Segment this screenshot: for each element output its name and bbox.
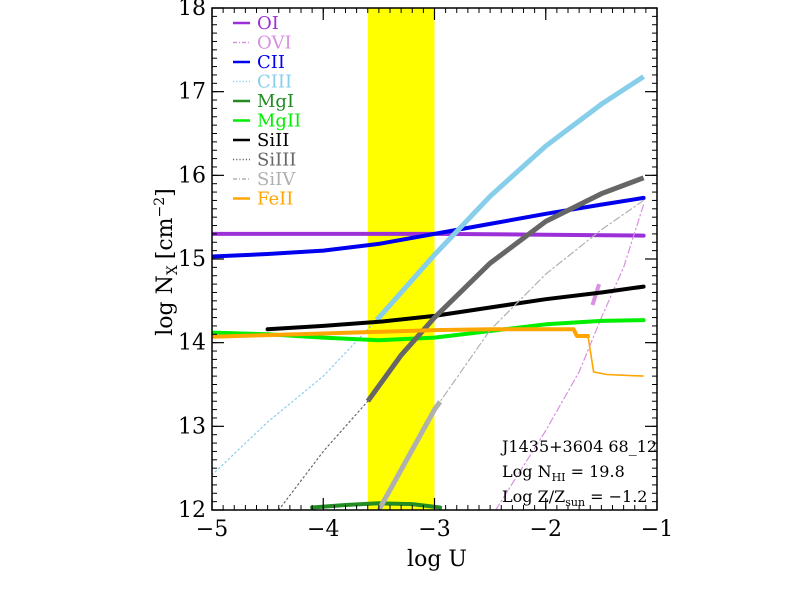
series-siii [265,284,646,332]
legend-label-siiii: SiIII [257,150,296,171]
legend-item-siiv: SiIV [233,169,296,190]
series-tail-feii [587,335,644,377]
series-thick-siiv [376,400,443,510]
y-tick-label: 16 [178,163,206,188]
legend-item-siii: SiII [233,130,289,151]
legend-item-cii: CII [233,52,285,73]
x-tick-label: −3 [418,517,450,542]
series-siiii [278,175,645,510]
y-tick-label: 13 [178,414,206,439]
y-tick-label: 18 [178,0,206,21]
series-feii [212,327,644,377]
y-axis-label: log NX[cm−2] [152,188,181,336]
legend-item-oi: OI [233,13,279,34]
series-line-ciii [212,76,645,476]
annotation-object: J1435+3604 68_12 [500,437,657,456]
series-thick-ciii [374,74,645,322]
annotation-box: J1435+3604 68_12 Log NHI = 19.8 Log Z/Zs… [500,437,657,509]
legend-label-ovi: OVI [257,33,292,54]
x-tick-label: −1 [641,517,673,542]
legend-label-oi: OI [257,13,279,34]
legend-item-feii: FeII [233,189,293,210]
x-tick-label: −5 [196,517,228,542]
legend-label-cii: CII [257,52,285,73]
legend-label-mgi: MgI [257,91,294,112]
y-tick-label: 17 [178,80,206,105]
series-line-siii [265,284,646,332]
legend-label-ciii: CIII [257,72,292,93]
legend-item-mgii: MgII [233,111,301,132]
tick-layer: −5 −4 −3 −2 −1 12 13 14 15 16 17 18 [178,0,673,542]
legend-item-siiii: SiIII [233,150,296,171]
yellow-band-layer [367,8,435,510]
y-tick-label: 15 [178,247,206,272]
x-tick-label: −4 [307,517,339,542]
legend-item-mgi: MgI [233,91,294,112]
series-siiv [376,199,645,510]
series-ciii [212,74,645,476]
series-line-ovi [495,204,645,510]
legend-label-siiv: SiIV [257,169,296,190]
x-tick-label: −2 [530,517,562,542]
ionization-band [367,8,435,510]
x-axis-label: log U [407,547,467,572]
series-cii [212,195,646,259]
y-tick-label: 14 [178,331,206,356]
series-line-siiv [378,199,645,510]
legend-label-siii: SiII [257,130,289,151]
annotation-metallicity: Log Z/Zsun = −1.2 [502,487,647,509]
series-line-feii [212,327,590,339]
legend-item-ovi: OVI [233,33,292,54]
annotation-nhi: Log NHI = 19.8 [502,462,625,484]
series-thick-siiii [365,175,645,403]
legend-label-feii: FeII [257,189,293,210]
y-tick-label: 12 [178,498,206,523]
legend-item-ciii: CIII [233,72,292,93]
series-line-cii [212,195,646,259]
legend-label-mgii: MgII [257,111,301,132]
